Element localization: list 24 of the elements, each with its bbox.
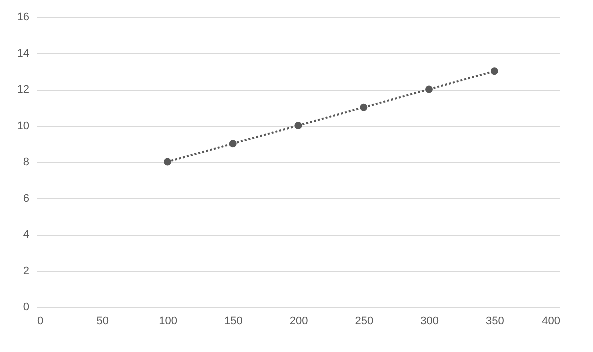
y-tick-label: 4 <box>23 229 30 241</box>
x-tick-label: 400 <box>542 316 560 328</box>
y-tick-label: 6 <box>23 192 30 205</box>
x-tick-label: 250 <box>355 316 374 328</box>
y-tick-label: 12 <box>17 84 30 96</box>
y-tick-label: 8 <box>23 156 30 168</box>
x-tick-label: 150 <box>224 316 243 328</box>
x-tick-label: 0 <box>38 316 44 328</box>
point <box>294 122 302 130</box>
point <box>426 86 433 94</box>
point <box>164 158 172 166</box>
point <box>229 140 237 148</box>
y-tick-label: 14 <box>17 48 30 60</box>
x-tick-label: 50 <box>96 316 109 328</box>
y-tick-label: 2 <box>23 265 30 278</box>
point <box>360 104 368 112</box>
y-tick-label: 16 <box>17 12 30 24</box>
x-tick-label: 350 <box>486 316 504 328</box>
point <box>490 68 498 76</box>
x-tick-label: 100 <box>159 316 178 328</box>
y-tick-label: 10 <box>17 120 30 132</box>
x-tick-label: 200 <box>290 316 308 328</box>
x-tick-label: 300 <box>420 316 439 328</box>
y-tick-label: 0 <box>23 302 30 314</box>
